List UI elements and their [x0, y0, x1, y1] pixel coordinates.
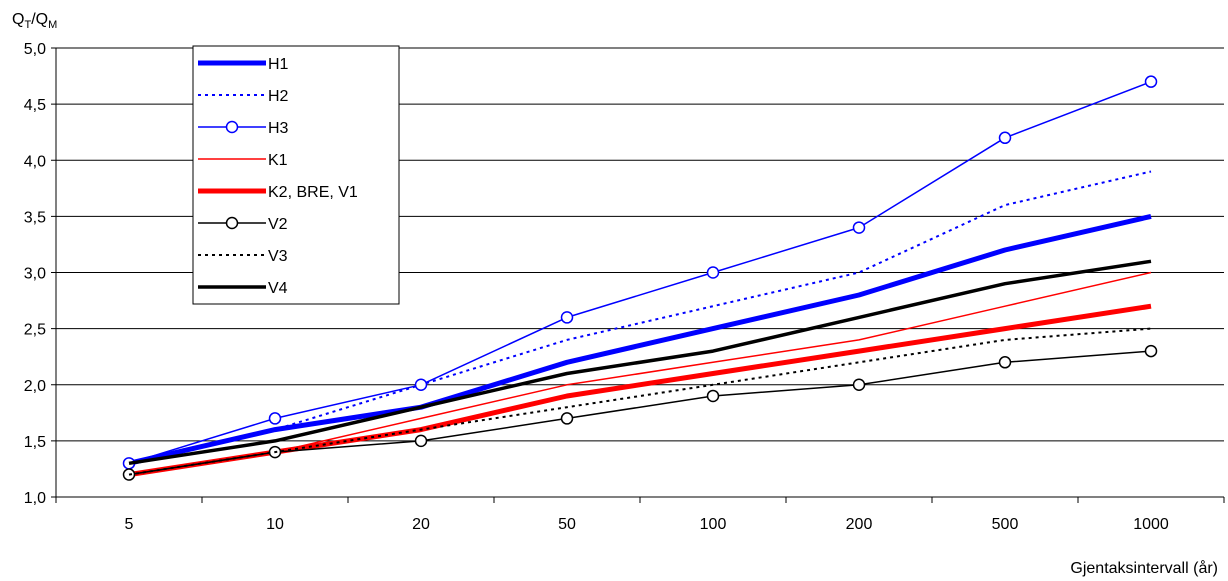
series-line-v2	[128, 350, 1152, 476]
legend-label: H1	[268, 56, 289, 73]
series-line-h2	[128, 170, 1152, 465]
x-tick-label: 100	[700, 516, 727, 533]
series-line-h3	[128, 80, 1152, 465]
legend-marker	[225, 216, 239, 230]
legend-label: K1	[268, 152, 288, 169]
y-tick-label: 3,0	[24, 266, 46, 283]
data-point	[1144, 75, 1158, 88]
data-point	[414, 434, 428, 448]
series-lines	[122, 75, 1158, 481]
legend-marker	[225, 120, 239, 134]
legend-label: H3	[268, 120, 289, 137]
y-tick-label: 3,5	[24, 209, 46, 226]
x-tick-label: 20	[412, 516, 430, 533]
legend-label: V4	[268, 280, 288, 297]
data-point	[268, 412, 282, 425]
x-tick-label: 1000	[1133, 516, 1169, 533]
data-point	[560, 311, 574, 324]
x-tick-label: 50	[558, 516, 576, 533]
data-point	[998, 356, 1012, 369]
y-tick-label: 2,5	[24, 322, 46, 339]
data-point	[414, 378, 428, 391]
y-tick-label: 4,5	[24, 97, 46, 114]
y-tick-label: 4,0	[24, 153, 46, 170]
x-tick-label: 10	[266, 516, 284, 533]
y-tick-label: 2,0	[24, 378, 46, 395]
y-tick-label: 1,5	[24, 434, 46, 451]
data-point	[852, 378, 866, 391]
data-point	[706, 389, 720, 403]
data-point	[998, 131, 1012, 145]
series-line-v3	[128, 327, 1152, 476]
legend-box	[192, 45, 400, 305]
y-tick-label: 1,0	[24, 490, 46, 507]
data-point	[706, 266, 720, 279]
y-tick-labels: 1,0 1,5 2,0 2,5 3,0 3,5 4,0 4,5 5,0	[24, 41, 46, 507]
legend: H1 H2 H3 K1 K2, BRE, V1 V2 V3 V4	[192, 45, 400, 305]
series-line-k2-bre-v1	[128, 303, 1152, 478]
series-line-v4	[128, 259, 1152, 466]
x-tick-labels: 5 10 20 50 100 200 500 1000	[125, 516, 1169, 533]
axes	[51, 47, 1225, 503]
legend-label: V2	[268, 216, 288, 233]
x-axis-label: Gjentaksintervall (år)	[1070, 559, 1218, 577]
data-point	[852, 221, 866, 234]
data-point	[560, 412, 574, 425]
series-line-h1	[128, 213, 1152, 466]
y-axis-label: QT/QM	[12, 11, 57, 31]
x-tick-label: 200	[846, 516, 873, 533]
x-tick-label: 5	[125, 516, 134, 533]
legend-label: H2	[268, 88, 289, 105]
legend-label: K2, BRE, V1	[268, 184, 358, 201]
data-point	[1144, 344, 1158, 358]
y-tick-label: 5,0	[24, 41, 46, 58]
legend-label: V3	[268, 248, 288, 265]
x-tick-label: 500	[992, 516, 1019, 533]
